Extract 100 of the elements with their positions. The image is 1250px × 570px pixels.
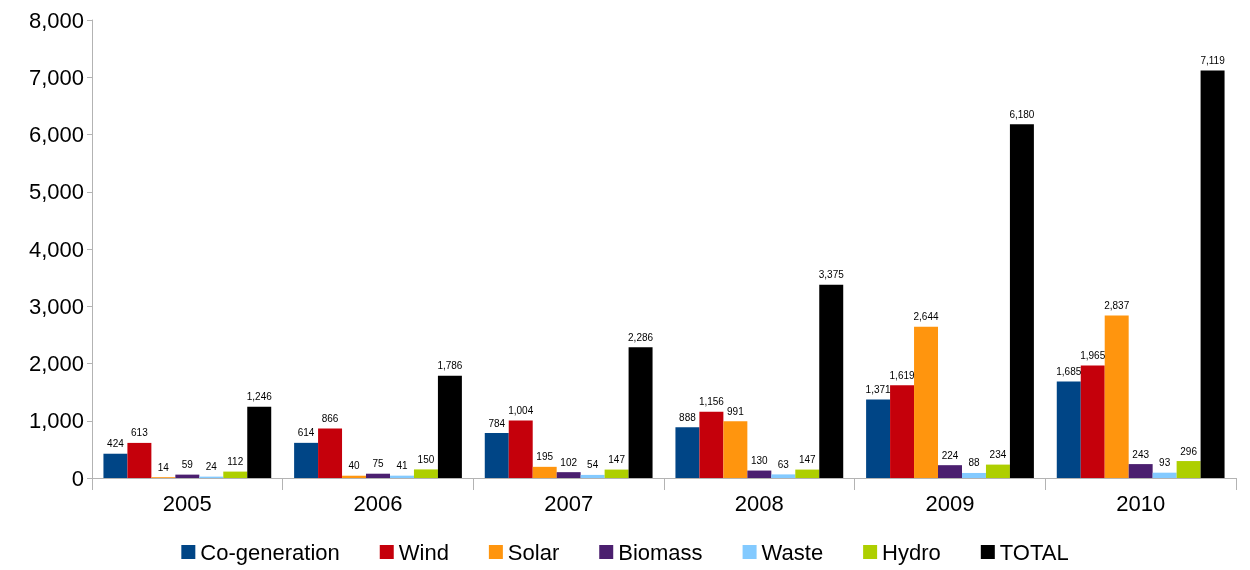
data-label: 1,004 xyxy=(508,405,534,417)
bar xyxy=(413,469,438,478)
data-label: 2,644 xyxy=(913,311,939,323)
bar xyxy=(723,421,748,478)
y-tick-label: 7,000 xyxy=(28,64,84,90)
data-label: 2,286 xyxy=(628,331,654,343)
data-label: 888 xyxy=(679,411,697,423)
bar xyxy=(103,453,128,478)
bar xyxy=(747,470,772,478)
legend-label: Waste xyxy=(761,539,824,565)
data-label: 93 xyxy=(1159,457,1171,469)
y-tick-label: 3,000 xyxy=(28,293,84,319)
data-label: 1,246 xyxy=(246,391,273,403)
data-label: 2,837 xyxy=(1104,300,1130,312)
bar xyxy=(628,347,653,478)
data-label: 88 xyxy=(968,457,980,469)
bar xyxy=(890,385,915,478)
bar xyxy=(1104,315,1129,478)
legend-label: Co-generation xyxy=(200,539,340,565)
y-tick-label: 2,000 xyxy=(28,351,84,376)
data-label: 1,685 xyxy=(1056,366,1082,378)
y-tick-label: 8,000 xyxy=(28,7,84,33)
bar xyxy=(1200,70,1225,478)
y-tick-label: 4,000 xyxy=(28,236,84,262)
bar xyxy=(795,469,820,478)
data-label: 1,965 xyxy=(1080,350,1106,361)
x-tick-label: 2007 xyxy=(544,490,594,516)
data-label: 3,375 xyxy=(818,269,845,281)
bar xyxy=(580,474,605,478)
bar xyxy=(819,284,844,478)
bar xyxy=(1056,381,1081,478)
data-label: 54 xyxy=(587,459,599,471)
data-label: 147 xyxy=(608,454,626,466)
data-label: 1,156 xyxy=(698,396,725,408)
data-label: 296 xyxy=(1180,445,1198,457)
bar xyxy=(437,375,462,478)
bar xyxy=(1152,472,1177,478)
data-label: 6,180 xyxy=(1009,108,1035,120)
data-label: 613 xyxy=(131,427,149,439)
data-label: 224 xyxy=(941,449,959,461)
data-label: 63 xyxy=(777,458,790,470)
bar xyxy=(1176,461,1201,478)
bar xyxy=(318,428,343,478)
data-label: 150 xyxy=(417,453,435,465)
bar xyxy=(1080,365,1105,478)
bar xyxy=(127,442,152,478)
bar xyxy=(938,465,962,478)
x-tick-label: 2009 xyxy=(925,490,975,516)
data-label: 102 xyxy=(560,456,578,468)
bar xyxy=(914,326,939,478)
bar xyxy=(484,433,509,478)
x-tick-label: 2008 xyxy=(734,490,784,516)
data-label: 1,786 xyxy=(437,360,463,372)
legend-label: TOTAL xyxy=(999,539,1069,565)
data-label: 234 xyxy=(989,449,1007,461)
x-tick-label: 2005 xyxy=(162,490,212,516)
bar xyxy=(366,473,390,478)
data-label: 59 xyxy=(181,459,194,471)
legend-label: Solar xyxy=(507,539,560,565)
y-tick-label: 6,000 xyxy=(28,122,84,147)
data-label: 75 xyxy=(372,458,384,470)
data-label: 195 xyxy=(536,451,554,463)
legend-label: Hydro xyxy=(882,539,941,565)
data-label: 991 xyxy=(727,405,745,417)
data-label: 243 xyxy=(1132,448,1150,460)
bar xyxy=(1009,124,1034,478)
x-tick-label: 2010 xyxy=(1116,490,1166,516)
bar xyxy=(771,474,796,478)
bar xyxy=(294,442,319,478)
y-tick-label: 1,000 xyxy=(28,408,84,434)
bar xyxy=(532,466,557,478)
bar xyxy=(961,472,986,478)
data-label: 147 xyxy=(798,454,817,466)
data-label: 24 xyxy=(205,461,218,473)
bar xyxy=(508,420,533,478)
bar xyxy=(699,411,724,478)
bar xyxy=(247,406,272,478)
bar xyxy=(223,471,248,478)
y-tick-label: 0 xyxy=(71,465,84,491)
y-tick-label: 5,000 xyxy=(28,179,84,205)
data-label: 866 xyxy=(321,412,339,424)
x-tick-label: 2006 xyxy=(353,490,403,516)
data-label: 1,619 xyxy=(889,369,916,381)
data-label: 130 xyxy=(750,455,769,467)
bar xyxy=(866,399,891,478)
legend-label: Biomass xyxy=(618,539,703,565)
data-label: 7,119 xyxy=(1200,54,1226,66)
data-label: 784 xyxy=(488,417,506,429)
bar xyxy=(556,472,581,478)
data-label: 14 xyxy=(157,461,170,473)
bar xyxy=(675,427,700,478)
data-label: 424 xyxy=(107,438,125,450)
data-label: 112 xyxy=(227,456,244,468)
legend-label: Wind xyxy=(398,539,449,565)
data-label: 614 xyxy=(297,427,315,439)
bar xyxy=(604,469,629,478)
data-label: 40 xyxy=(348,460,361,472)
data-label: 1,371 xyxy=(865,384,892,396)
data-label: 41 xyxy=(396,460,408,472)
bar xyxy=(985,464,1010,478)
